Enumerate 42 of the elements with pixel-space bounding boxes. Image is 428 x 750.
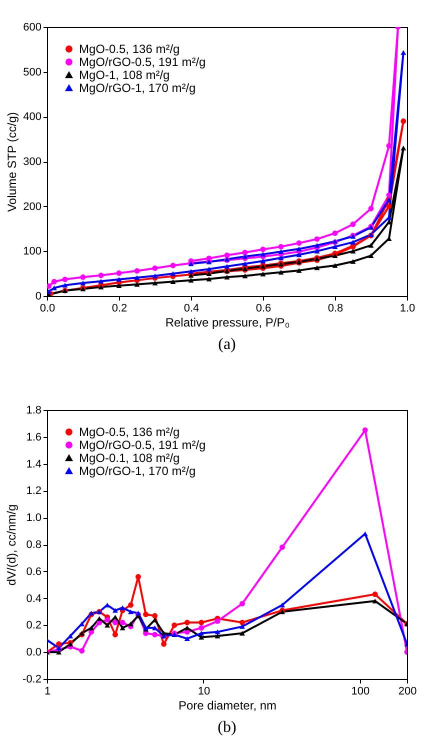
y-tick-label: 1.6 — [26, 431, 42, 444]
x-axis-title: Pore diameter, nm — [178, 698, 277, 712]
legend-label: MgO/rGO-1, 170 m²/g — [79, 81, 196, 95]
y-tick-label: 300 — [23, 156, 42, 168]
y-tick-label: 1.0 — [26, 512, 42, 524]
y-tick-label: 0.6 — [26, 566, 42, 578]
text: (b) — [218, 719, 236, 736]
x-tick-label: 0.0 — [40, 302, 56, 314]
y-axis-title: Volume STP (cc/g) — [5, 112, 20, 212]
y-tick-label: 0.8 — [26, 539, 42, 551]
legend-label: MgO-0.5, 136 m²/g — [79, 425, 180, 439]
y-tick-label: 1.4 — [26, 458, 42, 470]
y-tick-label: 1.8 — [26, 404, 42, 416]
y-tick-label: 500 — [23, 66, 42, 78]
x-tick-label: 0.4 — [184, 302, 200, 314]
y-tick-label: 0.2 — [26, 620, 42, 632]
y-tick-label: -0.2 — [22, 674, 42, 686]
x-tick-label: 100 — [351, 686, 370, 698]
x-axis-title: Relative pressure, P/P₀ — [165, 316, 290, 330]
legend-label: MgO-0.5, 136 m²/g — [79, 42, 180, 56]
y-tick-label: 400 — [23, 111, 42, 124]
y-tick-label: 200 — [23, 200, 42, 213]
y-tick-label: 600 — [23, 22, 42, 34]
legend-label: MgO-0.1, 108 m²/g — [79, 451, 180, 465]
legend-label: MgO-1, 108 m²/g — [79, 68, 170, 82]
x-tick-label: 1 — [44, 686, 51, 698]
y-tick-label: 0.0 — [26, 646, 42, 659]
text: (a) — [218, 336, 236, 353]
x-tick-label: 0.6 — [256, 302, 272, 314]
x-tick-label: 200 — [398, 686, 417, 698]
y-tick-label: 1.2 — [26, 485, 42, 498]
x-tick-label: 10 — [198, 686, 210, 698]
x-tick-label: 0.2 — [112, 302, 128, 314]
y-tick-label: 100 — [23, 246, 42, 258]
legend-label: MgO/rGO-0.5, 191 m²/g — [79, 438, 206, 452]
x-tick-label: 0.8 — [328, 302, 344, 314]
y-axis-title: dV/(d), cc/nm/g — [4, 504, 19, 586]
y-tick-label: 0 — [35, 290, 42, 302]
legend-label: MgO/rGO-1, 170 m²/g — [79, 464, 196, 478]
x-tick-label: 1.0 — [400, 302, 416, 314]
legend-label: MgO/rGO-0.5, 191 m²/g — [79, 55, 206, 69]
y-tick-label: 0.4 — [26, 592, 42, 605]
